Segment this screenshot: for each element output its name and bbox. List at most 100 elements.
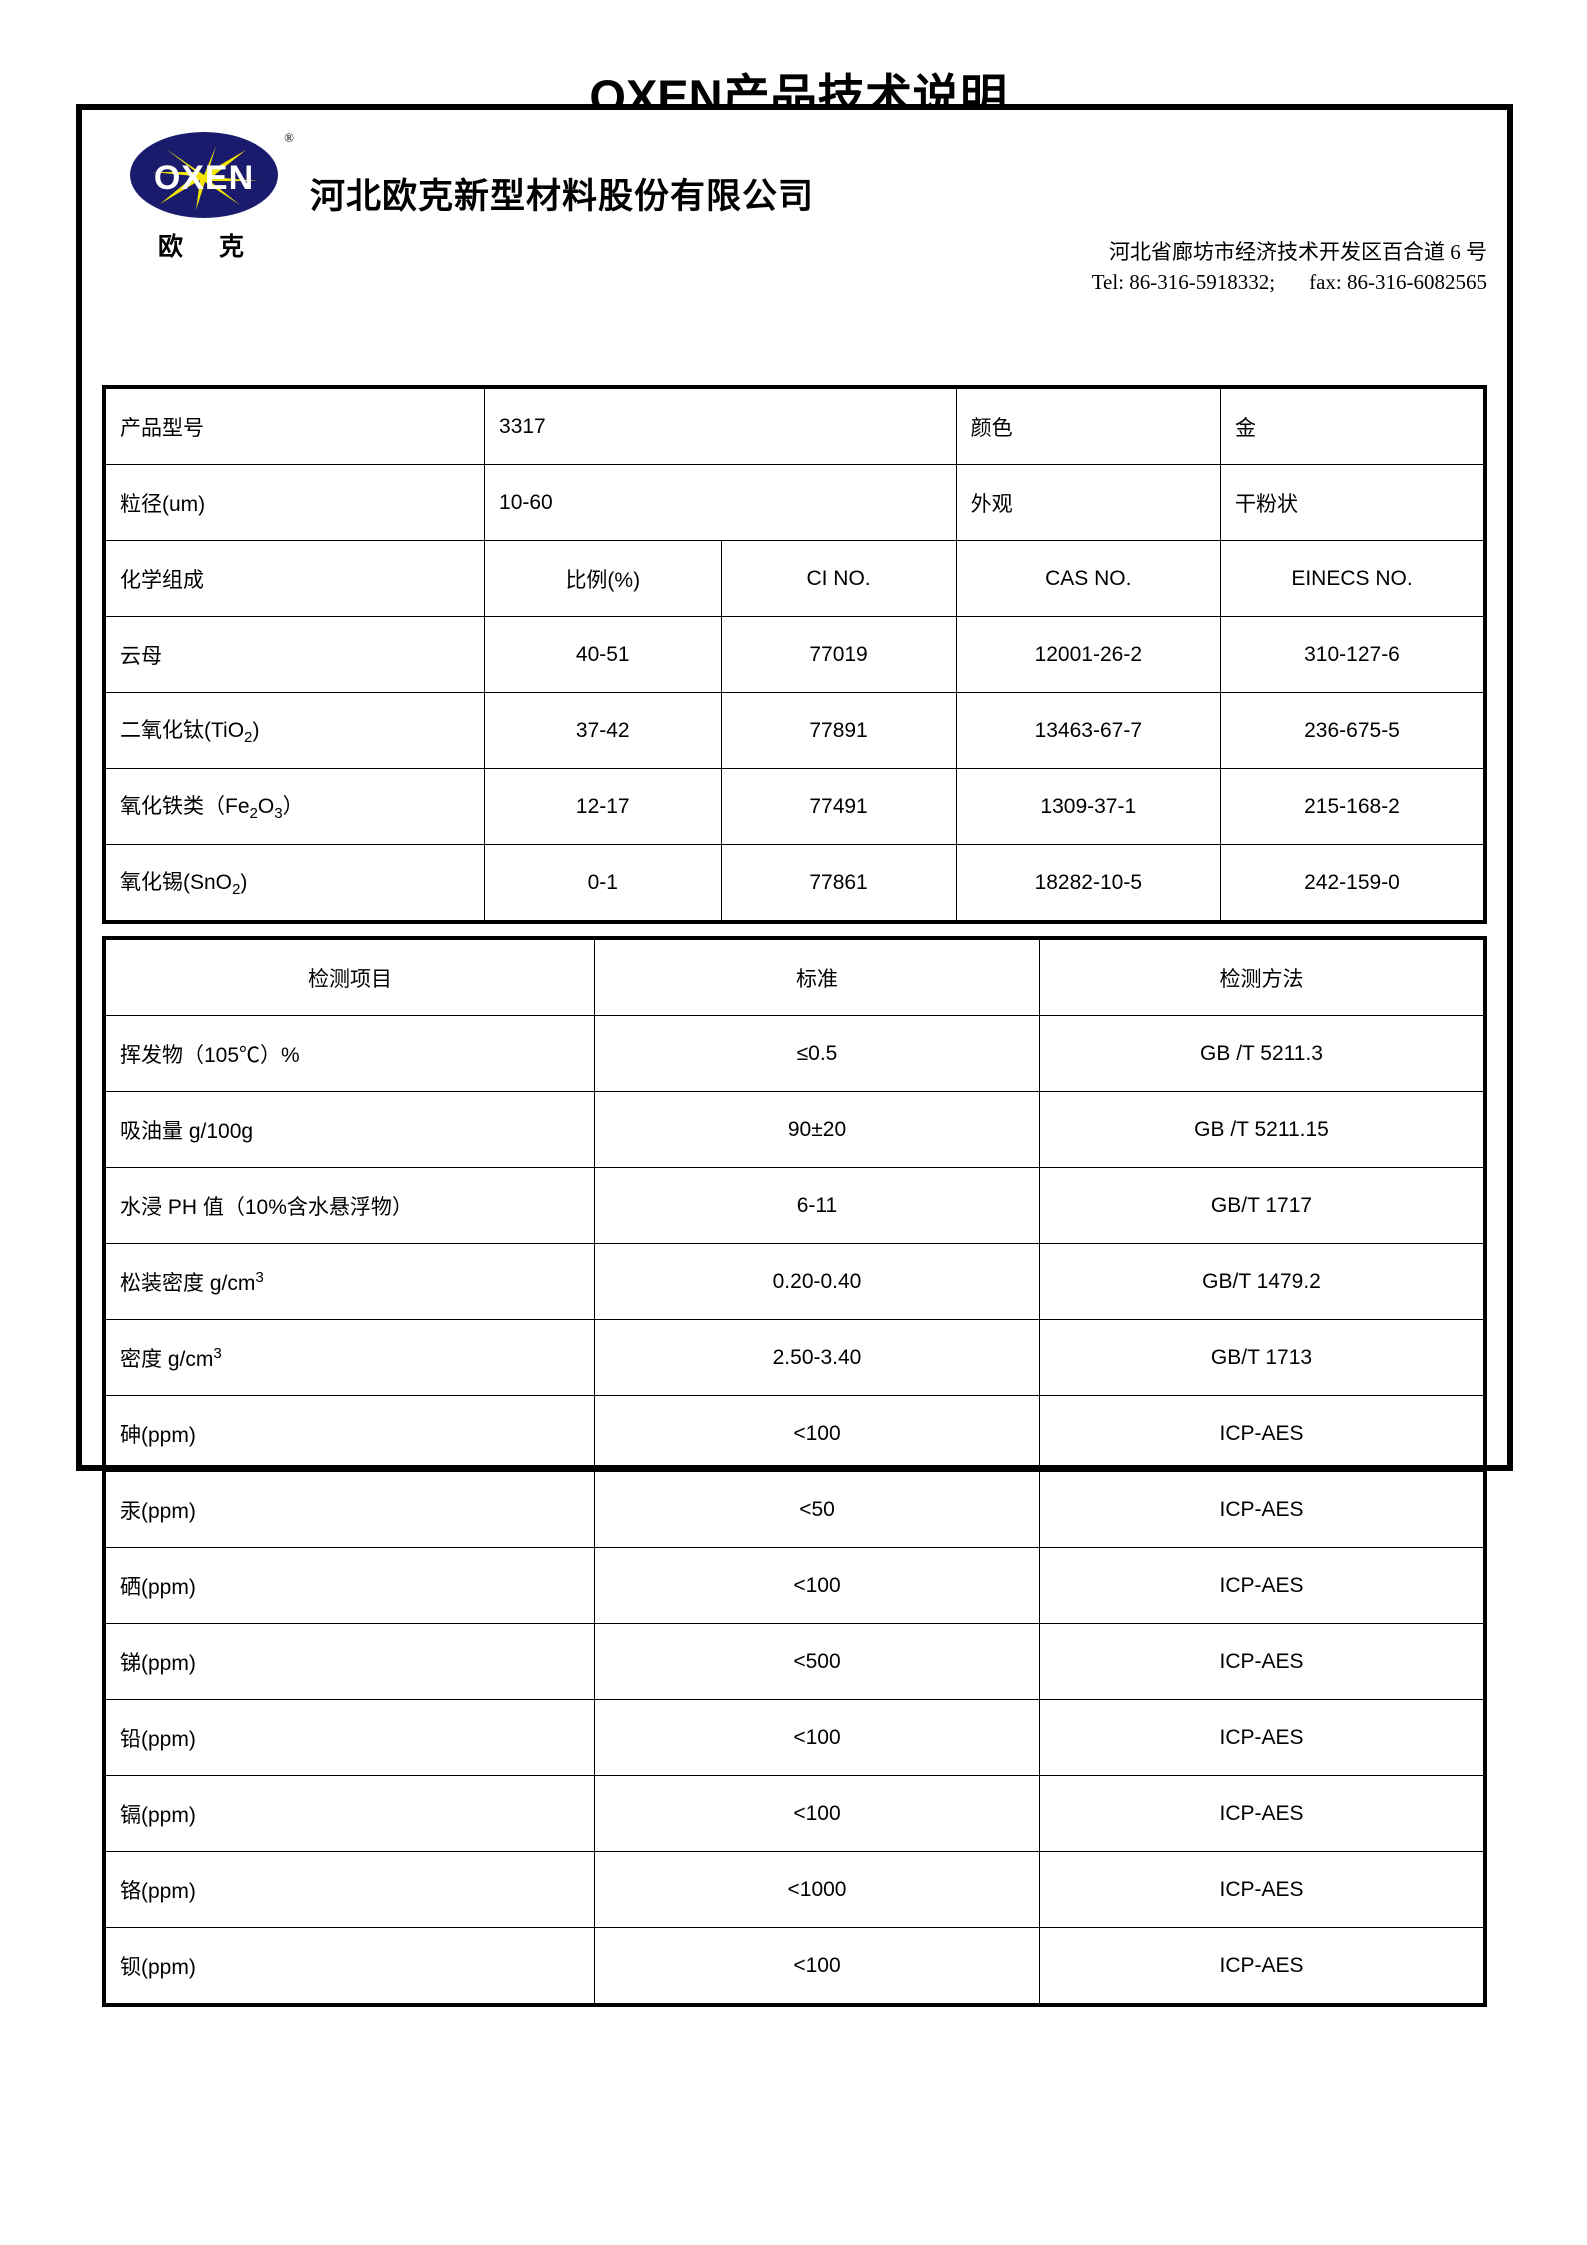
- test-standard: <100: [594, 1699, 1040, 1776]
- company-fax: fax: 86-316-6082565: [1309, 269, 1487, 294]
- composition-cas: 18282-10-5: [955, 844, 1222, 921]
- table-row: 砷(ppm) <100 ICP-AES: [105, 1395, 1484, 1472]
- logo-chinese-name: 欧克: [157, 233, 280, 261]
- test-item: 密度 g/cm3: [105, 1319, 595, 1396]
- table-header-row: 化学组成 比例(%) CI NO. CAS NO. EINECS NO.: [104, 540, 1484, 617]
- composition-header-ci: CI NO.: [720, 540, 957, 617]
- test-item: 钡(ppm): [105, 1927, 595, 2004]
- table-row: 镉(ppm) <100 ICP-AES: [105, 1775, 1484, 1852]
- product-model-label: 产品型号: [104, 388, 486, 465]
- appearance-value: 干粉状: [1220, 464, 1484, 541]
- test-standard: 0.20-0.40: [594, 1243, 1040, 1320]
- test-standard: <100: [594, 1547, 1040, 1624]
- test-item: 挥发物（105℃）%: [105, 1015, 595, 1092]
- logo-mark: OXEN OXEN ®: [130, 130, 294, 218]
- composition-name: 氧化锡(SnO2): [104, 844, 486, 921]
- test-standard: 6-11: [594, 1167, 1040, 1244]
- logo-star-icon: [152, 146, 258, 210]
- composition-header-cas: CAS NO.: [955, 540, 1222, 617]
- composition-name: 二氧化钛(TiO2): [104, 692, 486, 769]
- table-row: 汞(ppm) <50 ICP-AES: [105, 1471, 1484, 1548]
- appearance-label: 外观: [955, 464, 1222, 541]
- registered-trademark-icon: ®: [284, 130, 294, 145]
- test-standard: <100: [594, 1395, 1040, 1472]
- test-items-table: 检测项目 标准 检测方法 挥发物（105℃）% ≤0.5 GB /T 5211.…: [102, 936, 1487, 2007]
- test-method: GB/T 1713: [1039, 1319, 1484, 1396]
- test-item: 镉(ppm): [105, 1775, 595, 1852]
- document-frame: OXEN OXEN ® 欧克 河北欧克新型材料股份有限公司 河北省廊坊市经济技术…: [76, 104, 1513, 2007]
- test-item: 锑(ppm): [105, 1623, 595, 1700]
- product-info-table: 产品型号 3317 颜色 金 粒径(um) 10-60 外观 干粉状 化学组成 …: [102, 385, 1487, 924]
- table-row: 钡(ppm) <100 ICP-AES: [105, 1927, 1484, 2004]
- table-row: 产品型号 3317 颜色 金: [104, 388, 1484, 465]
- test-standard: <100: [594, 1775, 1040, 1852]
- composition-ci: 77491: [720, 768, 957, 845]
- test-standard: 90±20: [594, 1091, 1040, 1168]
- table-row: 二氧化钛(TiO2) 37-42 77891 13463-67-7 236-67…: [104, 692, 1484, 769]
- company-tel: Tel: 86-316-5918332;: [1091, 269, 1276, 294]
- table-row: 硒(ppm) <100 ICP-AES: [105, 1547, 1484, 1624]
- composition-ratio: 0-1: [484, 844, 722, 921]
- composition-einecs: 310-127-6: [1220, 616, 1484, 693]
- test-header-item: 检测项目: [105, 939, 595, 1016]
- company-contact-block: 河北省廊坊市经济技术开发区百合道 6 号 Tel: 86-316-5918332…: [1092, 238, 1487, 298]
- composition-einecs: 215-168-2: [1220, 768, 1484, 845]
- test-method: ICP-AES: [1039, 1395, 1484, 1472]
- company-phone-fax: Tel: 86-316-5918332; fax: 86-316-6082565: [1092, 268, 1487, 298]
- table-row: 松装密度 g/cm3 0.20-0.40 GB/T 1479.2: [105, 1243, 1484, 1320]
- test-item: 铅(ppm): [105, 1699, 595, 1776]
- composition-einecs: 242-159-0: [1220, 844, 1484, 921]
- table-row: 密度 g/cm3 2.50-3.40 GB/T 1713: [105, 1319, 1484, 1396]
- composition-ci: 77891: [720, 692, 957, 769]
- product-model-value: 3317: [484, 388, 957, 465]
- test-method: GB /T 5211.3: [1039, 1015, 1484, 1092]
- table-row: 挥发物（105℃）% ≤0.5 GB /T 5211.3: [105, 1015, 1484, 1092]
- composition-name: 云母: [104, 616, 486, 693]
- table-row: 云母 40-51 77019 12001-26-2 310-127-6: [104, 616, 1484, 693]
- test-item: 水浸 PH 值（10%含水悬浮物）: [105, 1167, 595, 1244]
- composition-header-name: 化学组成: [104, 540, 486, 617]
- table-row: 氧化铁类（Fe2O3） 12-17 77491 1309-37-1 215-16…: [104, 768, 1484, 845]
- composition-ratio: 12-17: [484, 768, 722, 845]
- test-method: ICP-AES: [1039, 1699, 1484, 1776]
- test-item: 铬(ppm): [105, 1851, 595, 1928]
- composition-ratio: 37-42: [484, 692, 722, 769]
- test-header-method: 检测方法: [1039, 939, 1484, 1016]
- test-standard: ≤0.5: [594, 1015, 1040, 1092]
- test-method: ICP-AES: [1039, 1851, 1484, 1928]
- test-item: 吸油量 g/100g: [105, 1091, 595, 1168]
- test-item: 汞(ppm): [105, 1471, 595, 1548]
- company-name: 河北欧克新型材料股份有限公司: [310, 177, 815, 216]
- svg-text:OXEN: OXEN: [154, 159, 254, 197]
- composition-cas: 12001-26-2: [955, 616, 1222, 693]
- test-method: ICP-AES: [1039, 1775, 1484, 1852]
- test-item: 松装密度 g/cm3: [105, 1243, 595, 1320]
- table-row: 水浸 PH 值（10%含水悬浮物） 6-11 GB/T 1717: [105, 1167, 1484, 1244]
- test-method: GB /T 5211.15: [1039, 1091, 1484, 1168]
- table-row: 吸油量 g/100g 90±20 GB /T 5211.15: [105, 1091, 1484, 1168]
- composition-name: 氧化铁类（Fe2O3）: [104, 768, 486, 845]
- composition-ci: 77861: [720, 844, 957, 921]
- test-method: GB/T 1479.2: [1039, 1243, 1484, 1320]
- logo-wordmark-icon: OXEN OXEN: [154, 159, 254, 197]
- composition-ratio: 40-51: [484, 616, 722, 693]
- composition-ci: 77019: [720, 616, 957, 693]
- test-method: GB/T 1717: [1039, 1167, 1484, 1244]
- table-row: 锑(ppm) <500 ICP-AES: [105, 1623, 1484, 1700]
- test-method: ICP-AES: [1039, 1623, 1484, 1700]
- test-standard: <50: [594, 1471, 1040, 1548]
- composition-header-ratio: 比例(%): [484, 540, 722, 617]
- test-standard: <100: [594, 1927, 1040, 2004]
- table-header-row: 检测项目 标准 检测方法: [105, 939, 1484, 1016]
- composition-cas: 13463-67-7: [955, 692, 1222, 769]
- letterhead: OXEN OXEN ® 欧克 河北欧克新型材料股份有限公司 河北省廊坊市经济技术…: [82, 110, 1507, 385]
- test-standard: <500: [594, 1623, 1040, 1700]
- test-method: ICP-AES: [1039, 1471, 1484, 1548]
- test-standard: 2.50-3.40: [594, 1319, 1040, 1396]
- product-color-label: 颜色: [955, 388, 1222, 465]
- table-row: 粒径(um) 10-60 外观 干粉状: [104, 464, 1484, 541]
- composition-header-einecs: EINECS NO.: [1220, 540, 1484, 617]
- company-logo: OXEN OXEN ® 欧克: [109, 130, 299, 263]
- product-color-value: 金: [1220, 388, 1484, 465]
- table-row: 铬(ppm) <1000 ICP-AES: [105, 1851, 1484, 1928]
